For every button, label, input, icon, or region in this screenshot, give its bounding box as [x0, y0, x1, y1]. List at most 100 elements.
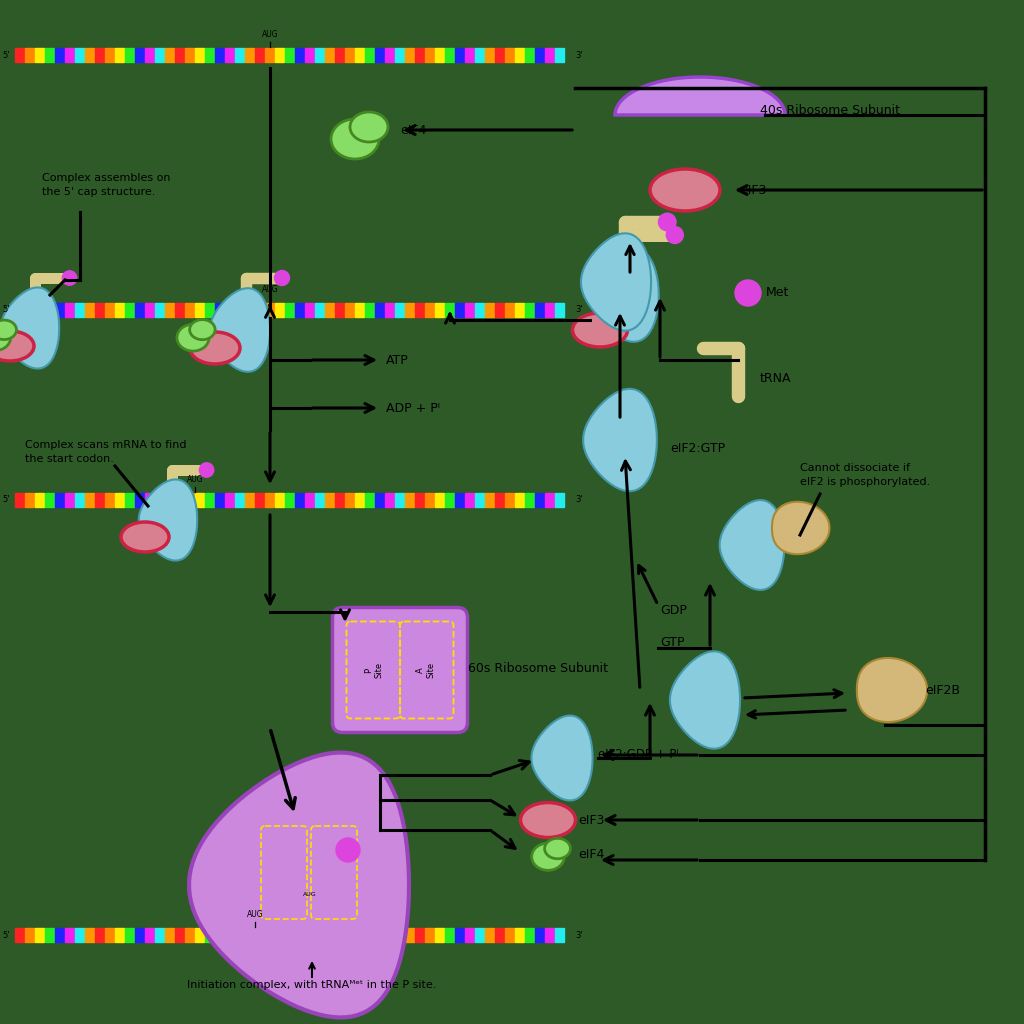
Bar — [55, 928, 63, 942]
Bar — [275, 303, 284, 317]
Bar — [45, 48, 54, 62]
Bar — [255, 493, 264, 507]
Bar — [545, 928, 554, 942]
Bar — [215, 928, 224, 942]
Bar — [85, 493, 94, 507]
Bar — [155, 928, 164, 942]
Bar — [175, 48, 183, 62]
Text: 3': 3' — [575, 305, 583, 314]
Bar — [395, 303, 403, 317]
Bar — [445, 48, 454, 62]
Bar — [185, 303, 194, 317]
Bar — [305, 48, 313, 62]
Bar — [385, 303, 394, 317]
Ellipse shape — [545, 839, 570, 859]
Bar — [15, 303, 24, 317]
Bar — [185, 493, 194, 507]
Circle shape — [735, 280, 761, 306]
Text: 3': 3' — [575, 50, 583, 59]
Bar — [375, 928, 384, 942]
Bar — [325, 493, 334, 507]
Bar — [445, 493, 454, 507]
Bar — [385, 48, 394, 62]
Polygon shape — [615, 77, 785, 115]
Bar — [15, 928, 24, 942]
Polygon shape — [189, 753, 409, 1018]
Bar — [285, 493, 294, 507]
Bar — [135, 48, 143, 62]
Bar — [255, 303, 264, 317]
Bar — [335, 928, 344, 942]
Bar — [335, 303, 344, 317]
Polygon shape — [720, 500, 784, 590]
Bar — [105, 48, 114, 62]
Bar — [255, 48, 264, 62]
Bar — [145, 928, 154, 942]
Text: A
Site: A Site — [417, 662, 435, 678]
Bar — [55, 303, 63, 317]
Bar — [35, 493, 44, 507]
Ellipse shape — [350, 112, 388, 142]
Polygon shape — [591, 248, 658, 342]
Bar — [275, 493, 284, 507]
Text: eIF3: eIF3 — [740, 183, 766, 197]
Bar — [295, 303, 304, 317]
Bar — [15, 493, 24, 507]
Bar — [475, 303, 483, 317]
Bar — [505, 493, 514, 507]
Bar — [475, 48, 483, 62]
Bar — [555, 493, 564, 507]
Bar — [85, 48, 94, 62]
Bar — [65, 48, 74, 62]
Bar — [255, 928, 264, 942]
Bar — [135, 928, 143, 942]
Bar — [355, 48, 364, 62]
Bar — [365, 303, 374, 317]
Ellipse shape — [531, 843, 564, 870]
Polygon shape — [531, 716, 593, 801]
Bar — [425, 48, 434, 62]
Bar — [85, 303, 94, 317]
Bar — [245, 48, 254, 62]
Ellipse shape — [650, 169, 720, 211]
Bar — [225, 303, 233, 317]
Bar — [115, 493, 124, 507]
Bar — [435, 493, 443, 507]
Text: tRNA: tRNA — [760, 372, 792, 384]
Bar — [155, 303, 164, 317]
Bar — [455, 493, 464, 507]
Circle shape — [658, 213, 676, 230]
Bar — [75, 48, 84, 62]
Bar — [65, 303, 74, 317]
Polygon shape — [139, 479, 198, 560]
Bar — [165, 48, 174, 62]
Bar — [406, 303, 414, 317]
Bar — [315, 48, 324, 62]
Bar — [435, 928, 443, 942]
Bar — [455, 48, 464, 62]
Bar — [175, 928, 183, 942]
Bar — [345, 303, 354, 317]
Bar — [215, 493, 224, 507]
Bar — [25, 928, 34, 942]
Text: 40s Ribosome Subunit: 40s Ribosome Subunit — [760, 103, 900, 117]
Bar — [175, 303, 183, 317]
Bar — [55, 493, 63, 507]
Text: eIF3: eIF3 — [578, 813, 604, 826]
Bar — [225, 48, 233, 62]
Bar — [285, 48, 294, 62]
Bar — [295, 493, 304, 507]
Bar — [35, 48, 44, 62]
Ellipse shape — [0, 331, 34, 361]
Bar — [455, 303, 464, 317]
Bar — [465, 493, 474, 507]
Bar — [25, 48, 34, 62]
Polygon shape — [670, 651, 740, 749]
Bar — [505, 303, 514, 317]
Bar — [205, 928, 214, 942]
Polygon shape — [583, 389, 657, 492]
Bar — [525, 493, 534, 507]
Bar — [465, 928, 474, 942]
Bar — [395, 48, 403, 62]
Bar — [125, 493, 134, 507]
